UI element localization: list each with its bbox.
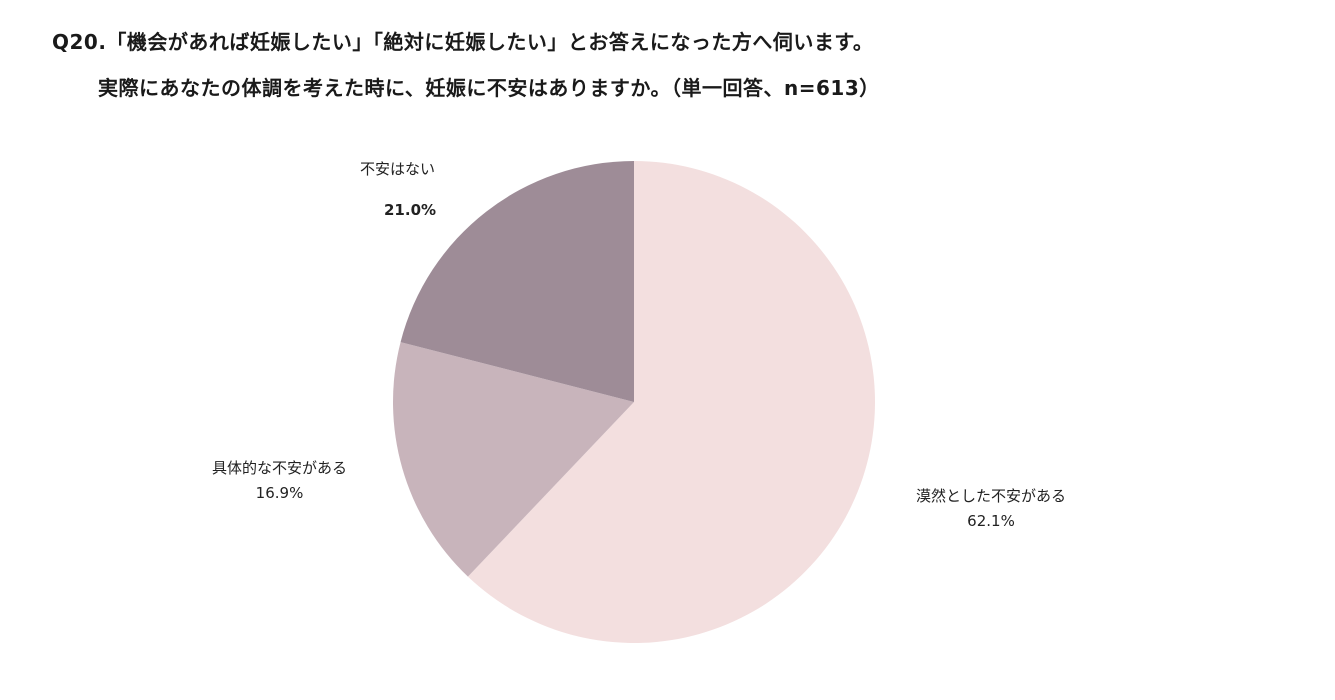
question-title-line1: Q20.「機会があれば妊娠したい」「絶対に妊娠したい」とお答えになった方へ伺いま… (52, 30, 874, 54)
slice-label-text: 漠然とした不安がある (915, 487, 1066, 505)
slice-value-label: 62.1% (967, 512, 1015, 530)
slice-label-vague-anxiety: 漠然とした不安がある 62.1% (893, 485, 1089, 530)
slice-label-no-anxiety: 不安はない 21.0% (360, 158, 436, 219)
pie-slice-specific-anxiety (393, 342, 634, 577)
slice-label-specific-anxiety: 具体的な不安がある 16.9% (192, 457, 367, 502)
slice-value-label: 21.0% (384, 201, 437, 219)
slice-value-label: 16.9% (255, 484, 304, 502)
question-title-line2: 実際にあなたの体調を考えた時に、妊娠に不安はありますか。（単一回答、n=613） (98, 76, 880, 100)
slice-label-text: 不安はない (360, 160, 436, 178)
slice-label-text: 具体的な不安がある (211, 459, 347, 477)
pie-slice-vague-anxiety (467, 161, 875, 643)
pie-slice-no-anxiety (400, 161, 634, 402)
